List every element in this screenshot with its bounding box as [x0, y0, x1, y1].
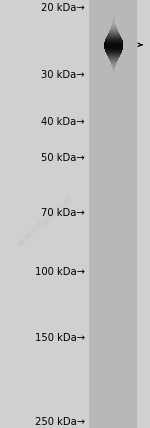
Text: 20 kDa→: 20 kDa→ [41, 3, 85, 13]
Text: 40 kDa→: 40 kDa→ [41, 117, 85, 127]
Text: 30 kDa→: 30 kDa→ [41, 70, 85, 80]
Text: 50 kDa→: 50 kDa→ [41, 153, 85, 163]
Text: 70 kDa→: 70 kDa→ [41, 208, 85, 218]
Text: 250 kDa→: 250 kDa→ [35, 416, 85, 427]
Text: 100 kDa→: 100 kDa→ [35, 267, 85, 276]
Text: 150 kDa→: 150 kDa→ [35, 333, 85, 343]
Text: www.PTGAA3.COM: www.PTGAA3.COM [15, 196, 75, 249]
Bar [89, 0, 137, 428]
